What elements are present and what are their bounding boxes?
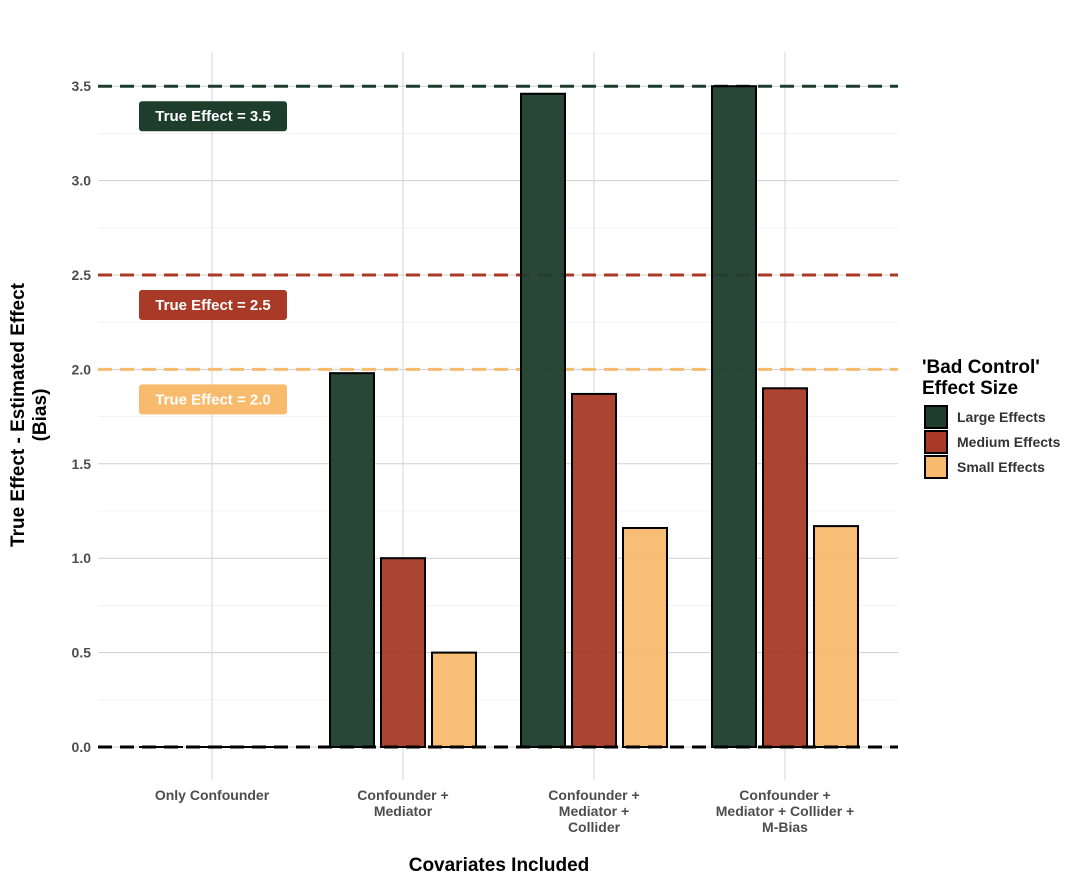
legend-label: Small Effects — [957, 459, 1045, 475]
bar-rect — [622, 526, 668, 748]
x-axis-title: Covariates Included — [409, 855, 590, 876]
legend: 'Bad Control' Effect Size Large Effects Med… — [922, 357, 1061, 479]
y-tick-label: 0.0 — [72, 739, 92, 755]
bar — [380, 557, 426, 749]
y-tick-label: 2.5 — [72, 267, 92, 283]
legend-swatch — [924, 405, 948, 429]
bar-rect — [329, 372, 375, 748]
bar — [571, 392, 617, 748]
y-axis-title-line: (Bias) — [30, 389, 51, 442]
y-tick-label: 3.0 — [72, 173, 92, 189]
x-tick-label-line: Confounder + — [357, 787, 448, 803]
bar — [520, 92, 566, 748]
true-effect-label-box — [139, 101, 287, 132]
legend-item: Medium Effects — [924, 430, 1061, 454]
true-effect-label-text: True Effect = 2.0 — [155, 391, 270, 408]
y-tick-label: 2.0 — [72, 361, 92, 377]
bar — [622, 526, 668, 748]
x-tick-label: Confounder + Mediator + Collider — [548, 787, 639, 835]
reference-lines — [98, 84, 898, 371]
x-tick-label: Only Confounder — [155, 787, 270, 803]
x-tick-label-line: Confounder + — [548, 787, 639, 803]
bar — [762, 387, 808, 748]
bar-rect — [380, 557, 426, 749]
y-axis-title: True Effect - Estimated Effect(Bias) — [8, 282, 51, 547]
bar-rect — [571, 392, 617, 748]
x-tick-label: Confounder + Mediator + Collider + M-Bias — [716, 787, 854, 835]
bar-rect — [711, 85, 757, 748]
x-tick-label-line: Mediator — [374, 803, 433, 819]
x-tick-label-line: Mediator + — [559, 803, 629, 819]
x-tick-label: Confounder + Mediator — [357, 787, 448, 819]
bar-rect — [762, 387, 808, 748]
x-tick-label-line: Confounder + — [739, 787, 830, 803]
legend-label: Medium Effects — [957, 434, 1061, 450]
x-axis-ticks: Only Confounder Confounder + MediatorConfo… — [155, 787, 854, 835]
bar — [431, 651, 477, 748]
x-tick-label-line: Collider — [568, 819, 621, 835]
legend-label: Large Effects — [957, 409, 1046, 425]
true-effect-label: True Effect = 2.0 — [139, 384, 287, 415]
bars — [139, 85, 859, 749]
true-effect-label-box — [139, 290, 287, 320]
bar-rect — [520, 92, 566, 748]
legend-title-line: Effect Size — [922, 378, 1018, 399]
y-axis-ticks: 0.0 0.5 1.0 1.5 2.0 2.5 3.0 3.5 — [72, 78, 92, 755]
y-axis-title-line: True Effect - Estimated Effect — [8, 282, 29, 547]
bar-rect — [431, 651, 477, 748]
y-tick-label: 0.5 — [72, 645, 92, 661]
y-tick-label: 1.0 — [72, 550, 92, 566]
x-tick-label-line: Only Confounder — [155, 787, 270, 803]
legend-title: 'Bad Control' Effect Size — [922, 357, 1040, 399]
true-effect-label-box — [139, 384, 287, 415]
y-tick-label: 3.5 — [72, 78, 92, 94]
x-tick-label-line: M-Bias — [762, 819, 808, 835]
true-effect-label: True Effect = 2.5 — [139, 290, 287, 320]
true-effect-label: True Effect = 3.5 — [139, 101, 287, 132]
true-effect-annotations: True Effect = 3.5 True Effect = 2.5 True E… — [139, 101, 287, 415]
bar — [329, 372, 375, 748]
legend-swatch — [924, 430, 948, 454]
bar — [813, 525, 859, 748]
x-tick-label-line: Mediator + Collider + — [716, 803, 854, 819]
bar-rect — [813, 525, 859, 748]
true-effect-label-text: True Effect = 3.5 — [155, 108, 270, 125]
y-tick-label: 1.5 — [72, 456, 92, 472]
true-effect-label-text: True Effect = 2.5 — [155, 297, 270, 314]
y-axis-title-text: True Effect - Estimated Effect(Bias) — [8, 282, 51, 547]
legend-title-line: 'Bad Control' — [922, 357, 1040, 378]
legend-item: Large Effects — [924, 405, 1046, 429]
legend-swatch — [924, 455, 948, 479]
legend-item: Small Effects — [924, 455, 1045, 479]
bar — [711, 85, 757, 748]
